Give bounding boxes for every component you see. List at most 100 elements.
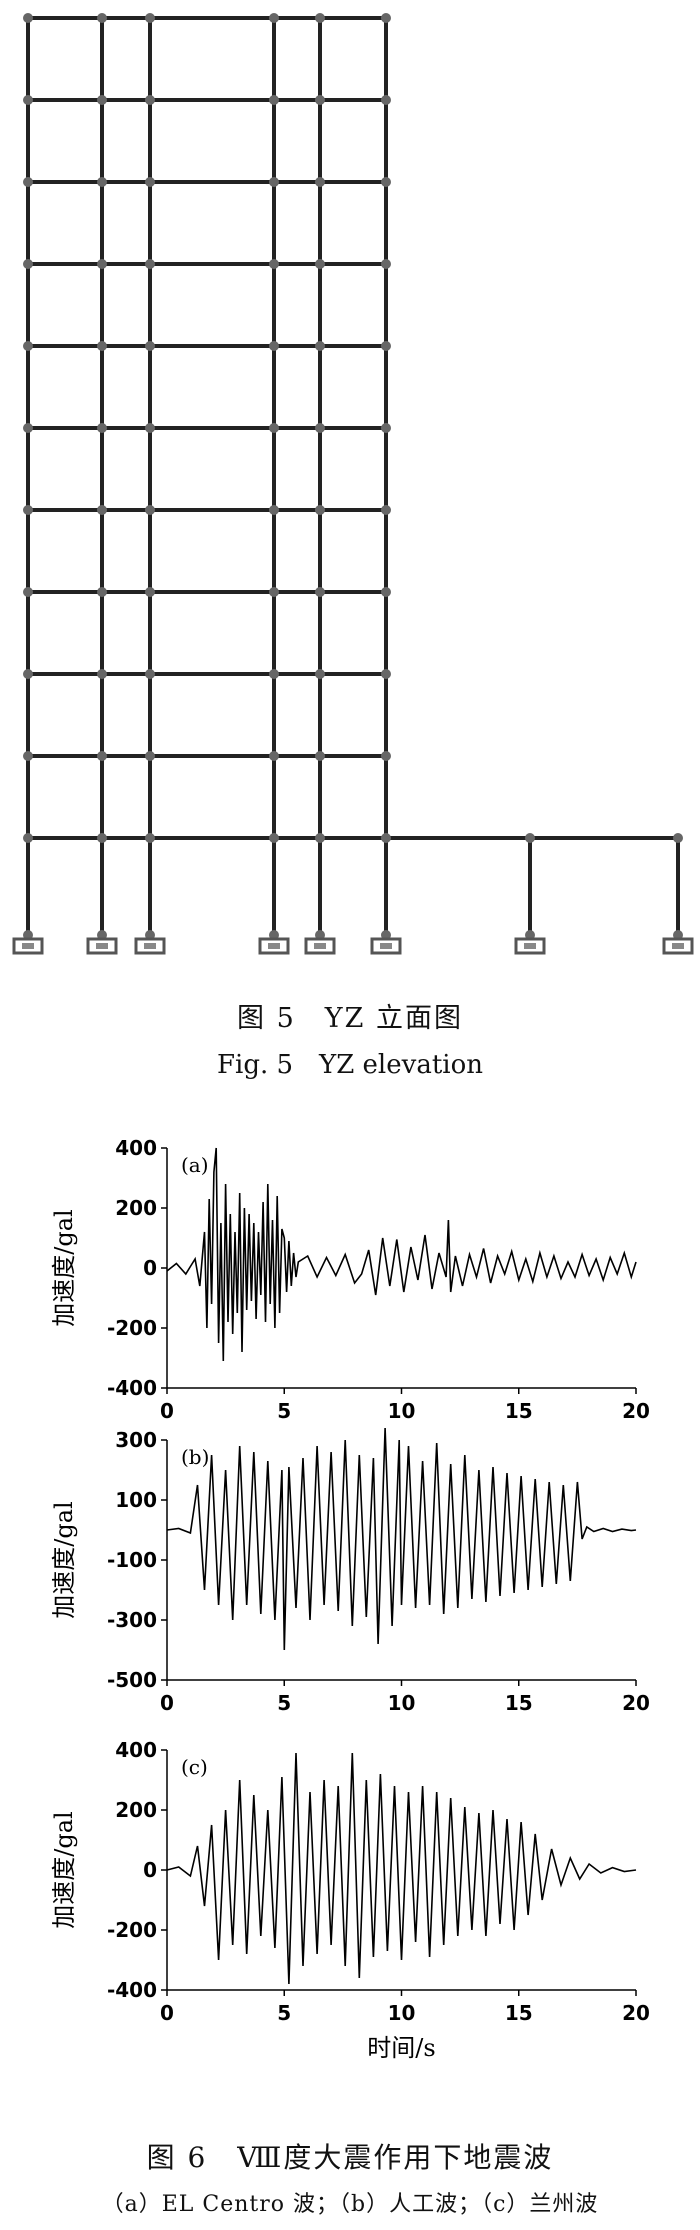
x-tick-label: 5 xyxy=(277,2001,291,2025)
x-tick-label: 0 xyxy=(160,2001,174,2025)
frame-node xyxy=(97,95,107,105)
frame-node xyxy=(381,587,391,597)
frame-node xyxy=(97,505,107,515)
frame-node xyxy=(23,341,33,351)
x-tick-label: 0 xyxy=(160,1399,174,1423)
frame-node xyxy=(269,833,279,843)
frame-node xyxy=(145,341,155,351)
frame-node xyxy=(269,505,279,515)
frame-node xyxy=(23,423,33,433)
x-tick-label: 20 xyxy=(622,1691,650,1715)
frame-node xyxy=(269,751,279,761)
frame-node xyxy=(97,259,107,269)
y-tick-label: -400 xyxy=(107,1376,157,1400)
y-tick-label: -500 xyxy=(107,1668,157,1692)
frame-node xyxy=(315,95,325,105)
fixed-support-icon xyxy=(514,937,546,955)
frame-node xyxy=(97,13,107,23)
frame-node xyxy=(97,423,107,433)
frame-node xyxy=(23,95,33,105)
frame-node xyxy=(315,341,325,351)
x-tick-label: 5 xyxy=(277,1691,291,1715)
frame-node xyxy=(23,505,33,515)
frame-node xyxy=(145,259,155,269)
frame-node xyxy=(315,505,325,515)
frame-node xyxy=(23,587,33,597)
frame-node xyxy=(381,177,391,187)
fixed-support-icon xyxy=(86,937,118,955)
fixed-support-icon xyxy=(662,937,694,955)
figure5-caption-cn: 图 5 YZ 立面图 xyxy=(237,1003,463,1034)
frame-node xyxy=(381,259,391,269)
frame-node xyxy=(97,341,107,351)
fixed-support-icon xyxy=(370,937,402,955)
y-tick-label: -400 xyxy=(107,1978,157,2002)
frame-node xyxy=(23,13,33,23)
figure6-caption-cn: 图 6 Ⅷ度大震作用下地震波 xyxy=(146,2141,554,2174)
x-tick-label: 15 xyxy=(505,2001,533,2025)
frame-node xyxy=(23,259,33,269)
frame-node xyxy=(381,751,391,761)
acceleration-series-line xyxy=(166,1752,637,1985)
y-tick-label: 200 xyxy=(115,1196,157,1220)
frame-node xyxy=(145,669,155,679)
frame-node xyxy=(381,341,391,351)
y-tick-label: -100 xyxy=(107,1548,157,1572)
frame-node xyxy=(269,259,279,269)
x-tick-label: 10 xyxy=(388,1399,416,1423)
frame-node xyxy=(145,587,155,597)
frame-node xyxy=(673,833,683,843)
x-tick-label: 15 xyxy=(505,1691,533,1715)
y-tick-label: -200 xyxy=(107,1316,157,1340)
y-tick-label: 400 xyxy=(115,1136,157,1160)
panel-label: (c) xyxy=(181,1755,208,1779)
frame-node xyxy=(381,95,391,105)
frame-node xyxy=(97,833,107,843)
acceleration-series-line xyxy=(166,1147,637,1362)
frame-node xyxy=(269,341,279,351)
y-tick-label: -200 xyxy=(107,1918,157,1942)
frame-node xyxy=(23,669,33,679)
x-axis-label: 时间/s xyxy=(367,2034,435,2062)
yz-elevation-frame-diagram xyxy=(12,13,694,955)
y-tick-label: 200 xyxy=(115,1798,157,1822)
frame-node xyxy=(315,587,325,597)
frame-node xyxy=(381,833,391,843)
frame-node xyxy=(97,751,107,761)
x-tick-label: 10 xyxy=(388,2001,416,2025)
frame-node xyxy=(97,587,107,597)
x-tick-label: 20 xyxy=(622,1399,650,1423)
acceleration-series-line xyxy=(166,1427,637,1651)
y-axis-label: 加速度/gal xyxy=(50,1209,78,1326)
frame-node xyxy=(145,505,155,515)
fixed-support-icon xyxy=(258,937,290,955)
frame-node xyxy=(97,669,107,679)
frame-node xyxy=(315,13,325,23)
y-tick-label: 400 xyxy=(115,1738,157,1762)
frame-node xyxy=(269,587,279,597)
x-tick-label: 10 xyxy=(388,1691,416,1715)
frame-node xyxy=(381,423,391,433)
frame-node xyxy=(381,13,391,23)
y-tick-label: -300 xyxy=(107,1608,157,1632)
frame-node xyxy=(23,751,33,761)
frame-node xyxy=(97,177,107,187)
frame-node xyxy=(269,95,279,105)
frame-node xyxy=(23,833,33,843)
frame-node xyxy=(315,423,325,433)
frame-node xyxy=(269,177,279,187)
panel-label: (a) xyxy=(181,1153,209,1177)
x-tick-label: 0 xyxy=(160,1691,174,1715)
frame-node xyxy=(315,751,325,761)
y-tick-label: 0 xyxy=(143,1858,157,1882)
y-tick-label: 0 xyxy=(143,1256,157,1280)
figure5-caption-en: Fig. 5 YZ elevation xyxy=(216,1050,483,1080)
x-tick-label: 15 xyxy=(505,1399,533,1423)
y-axis-label: 加速度/gal xyxy=(50,1811,78,1928)
y-axis-label: 加速度/gal xyxy=(50,1501,78,1618)
frame-node xyxy=(269,13,279,23)
